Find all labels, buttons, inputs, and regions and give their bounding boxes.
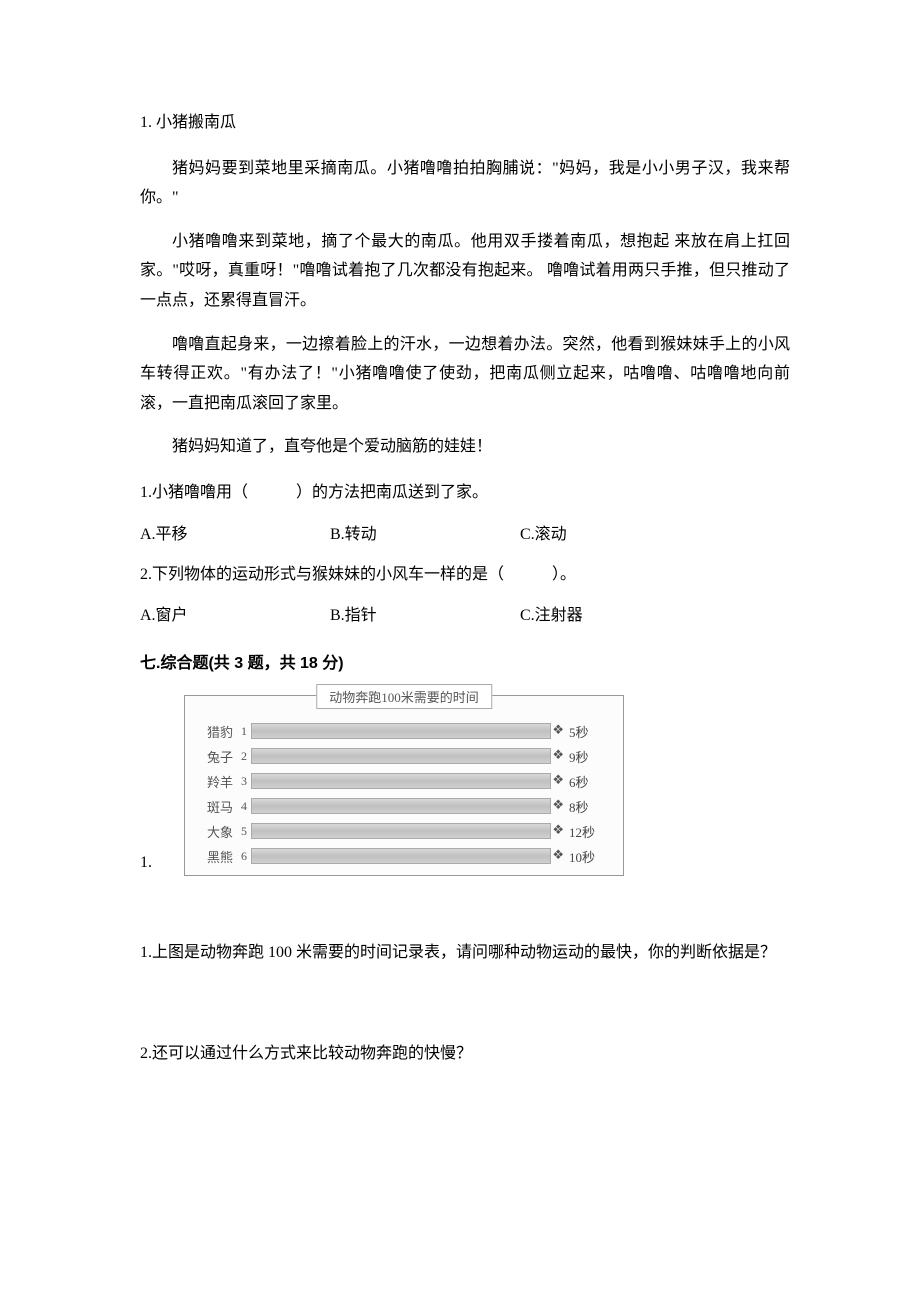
bar-fill: ❖ xyxy=(251,823,551,839)
bar-index: 2 xyxy=(237,749,251,764)
chart-container: 1. 动物奔跑100米需要的时间 猎豹1❖5秒兔子2❖9秒羚羊3❖6秒斑马4❖8… xyxy=(140,695,790,876)
bar-fill: ❖ xyxy=(251,748,551,764)
chart-legend: 动物奔跑100米需要的时间 xyxy=(316,684,492,709)
bar-fill: ❖ xyxy=(251,798,551,814)
q1-sub2-options: A.窗户 B.指针 C.注射器 xyxy=(140,601,790,625)
q1-number: 1. xyxy=(140,114,152,131)
chart-bar-row: 大象5❖12秒 xyxy=(195,819,613,843)
q1-sub2-opt-a: A.窗户 xyxy=(140,601,330,625)
q1-sub1-opt-a: A.平移 xyxy=(140,520,330,544)
chart-bars-area: 猎豹1❖5秒兔子2❖9秒羚羊3❖6秒斑马4❖8秒大象5❖12秒黑熊6❖10秒 xyxy=(195,719,613,868)
q1-sub1-options: A.平移 B.转动 C.滚动 xyxy=(140,520,790,544)
animal-time-chart: 动物奔跑100米需要的时间 猎豹1❖5秒兔子2❖9秒羚羊3❖6秒斑马4❖8秒大象… xyxy=(184,695,624,876)
bar-animal-label: 斑马 xyxy=(195,797,237,816)
q1-para-3: 噜噜直起身来，一边擦着脸上的汗水，一边想着办法。突然，他看到猴妹妹手上的小风车转… xyxy=(140,330,790,419)
bar-fill: ❖ xyxy=(251,723,551,739)
q1-sub2-opt-b: B.指针 xyxy=(330,601,520,625)
bar-animal-label: 黑熊 xyxy=(195,847,237,866)
q1-sub1-text: 1.小猪噜噜用（ ）的方法把南瓜送到了家。 xyxy=(140,480,790,506)
q1-para-4: 猪妈妈知道了，直夸他是个爱动脑筋的娃娃！ xyxy=(140,432,790,462)
followup-q1: 1.上图是动物奔跑 100 米需要的时间记录表，请问哪种动物运动的最快，你的判断… xyxy=(140,926,790,980)
q1-title: 1. 小猪搬南瓜 xyxy=(140,110,790,136)
bar-animal-label: 羚羊 xyxy=(195,772,237,791)
bar-fill: ❖ xyxy=(251,848,551,864)
chart-bar-row: 猎豹1❖5秒 xyxy=(195,719,613,743)
animal-icon: ❖ xyxy=(552,722,564,738)
animal-icon: ❖ xyxy=(552,847,564,863)
animal-icon: ❖ xyxy=(552,797,564,813)
animal-icon: ❖ xyxy=(552,822,564,838)
q1-title-text: 小猪搬南瓜 xyxy=(156,114,236,131)
chart-bar-row: 斑马4❖8秒 xyxy=(195,794,613,818)
bar-index: 3 xyxy=(237,774,251,789)
bar-animal-label: 猎豹 xyxy=(195,722,237,741)
document-page: 1. 小猪搬南瓜 猪妈妈要到菜地里采摘南瓜。小猪噜噜拍拍胸脯说："妈妈，我是小小… xyxy=(0,0,920,1166)
bar-animal-label: 兔子 xyxy=(195,747,237,766)
bar-index: 6 xyxy=(237,849,251,864)
chart-bar-row: 兔子2❖9秒 xyxy=(195,744,613,768)
section-7-header: 七.综合题(共 3 题，共 18 分) xyxy=(140,649,790,673)
bar-animal-label: 大象 xyxy=(195,822,237,841)
q1-sub2-text: 2.下列物体的运动形式与猴妹妹的小风车一样的是（ ）。 xyxy=(140,562,790,588)
chart-question-number: 1. xyxy=(140,854,152,876)
bar-index: 5 xyxy=(237,824,251,839)
q1-sub1-opt-c: C.滚动 xyxy=(520,520,567,544)
q1-sub2-opt-c: C.注射器 xyxy=(520,601,583,625)
followup-q2: 2.还可以通过什么方式来比较动物奔跑的快慢？ xyxy=(140,1041,790,1067)
animal-icon: ❖ xyxy=(552,747,564,763)
chart-bar-row: 黑熊6❖10秒 xyxy=(195,844,613,868)
bar-index: 4 xyxy=(237,799,251,814)
bar-fill: ❖ xyxy=(251,773,551,789)
animal-icon: ❖ xyxy=(552,772,564,788)
chart-bar-row: 羚羊3❖6秒 xyxy=(195,769,613,793)
q1-para-2: 小猪噜噜来到菜地，摘了个最大的南瓜。他用双手搂着南瓜，想抱起 来放在肩上扛回家。… xyxy=(140,227,790,316)
bar-index: 1 xyxy=(237,724,251,739)
q1-para-1: 猪妈妈要到菜地里采摘南瓜。小猪噜噜拍拍胸脯说："妈妈，我是小小男子汉，我来帮你。… xyxy=(140,154,790,213)
q1-sub1-opt-b: B.转动 xyxy=(330,520,520,544)
